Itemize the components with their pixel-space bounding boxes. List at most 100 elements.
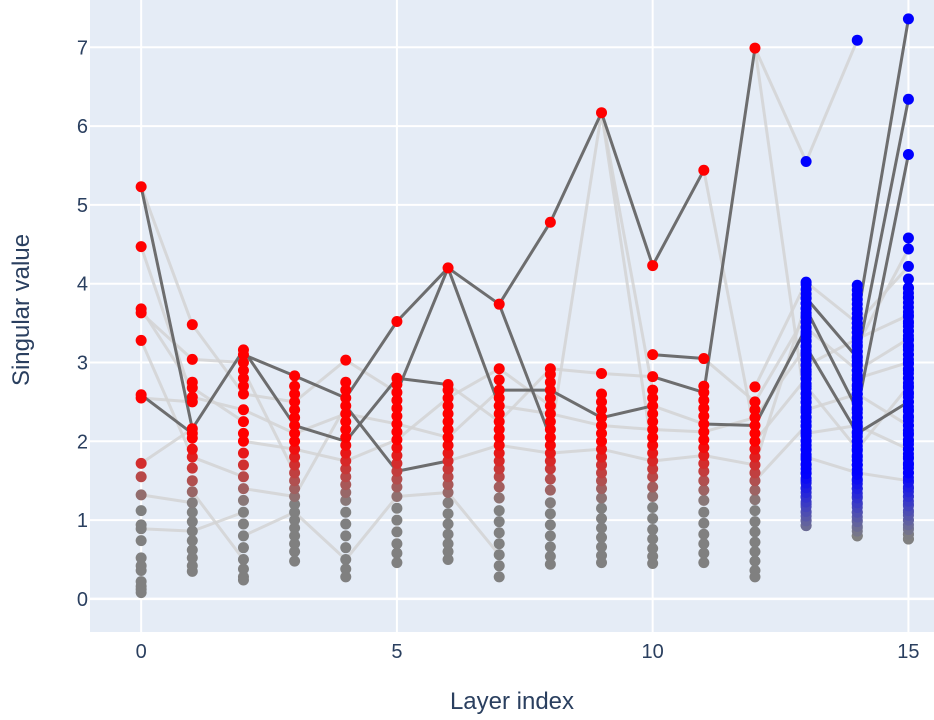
data-point	[647, 384, 659, 396]
data-point	[391, 426, 403, 438]
data-point	[698, 506, 710, 518]
data-point	[289, 404, 301, 416]
data-point	[493, 538, 505, 550]
connection-line	[497, 367, 552, 408]
data-point	[340, 463, 352, 475]
data-point	[749, 404, 761, 416]
data-point	[544, 423, 556, 435]
data-point	[749, 412, 761, 424]
data-point	[391, 538, 403, 550]
data-point	[186, 353, 198, 365]
data-point	[186, 535, 198, 547]
connection-line	[446, 383, 501, 424]
data-point	[851, 34, 863, 46]
data-point	[237, 435, 249, 447]
connection-line	[600, 404, 655, 420]
data-point	[391, 481, 403, 493]
data-point	[596, 396, 608, 408]
data-point	[340, 354, 352, 366]
connection-line	[548, 367, 604, 376]
data-point	[135, 489, 147, 501]
connection-line	[139, 185, 194, 327]
data-point	[596, 443, 608, 455]
data-point	[698, 434, 710, 446]
data-point	[135, 552, 147, 564]
data-point	[237, 416, 249, 428]
connection-line	[241, 392, 297, 404]
data-point	[289, 467, 301, 479]
data-point	[647, 392, 659, 404]
data-point	[391, 514, 403, 526]
data-point	[493, 571, 505, 583]
data-point	[544, 384, 556, 396]
data-point	[135, 560, 147, 572]
data-point	[544, 363, 556, 375]
connection-line	[753, 376, 808, 443]
connection-line	[190, 455, 245, 479]
data-point	[186, 486, 198, 498]
connection-line	[139, 393, 194, 435]
data-point	[749, 420, 761, 432]
data-point	[391, 490, 403, 502]
connection-line	[753, 46, 808, 412]
data-point	[493, 471, 505, 483]
data-point	[237, 563, 249, 575]
data-point	[289, 546, 301, 558]
data-point	[237, 518, 249, 530]
connection-line	[548, 111, 604, 439]
data-point	[186, 506, 198, 518]
connection-line	[651, 353, 706, 361]
data-point	[493, 516, 505, 528]
data-point	[596, 513, 608, 525]
connection-line	[651, 427, 706, 434]
data-point	[749, 555, 761, 567]
data-point	[340, 471, 352, 483]
data-point	[391, 442, 403, 454]
connection-line	[139, 311, 194, 361]
x-tick-label: 15	[897, 641, 919, 663]
data-point	[749, 459, 761, 471]
data-point	[647, 533, 659, 545]
connection-line	[855, 17, 910, 320]
x-axis-title: Layer index	[450, 688, 574, 715]
connection-line	[497, 302, 552, 439]
data-point	[493, 527, 505, 539]
data-point	[237, 483, 249, 495]
data-point	[647, 455, 659, 467]
data-point	[800, 156, 812, 168]
data-points	[135, 13, 914, 599]
data-point	[698, 353, 710, 365]
data-point	[749, 42, 761, 54]
connection-line	[804, 345, 859, 435]
connection-line	[344, 376, 399, 443]
data-point	[749, 396, 761, 408]
data-point	[237, 447, 249, 459]
data-point	[698, 380, 710, 392]
data-point	[391, 557, 403, 569]
data-point	[493, 416, 505, 428]
connection-line	[804, 392, 859, 412]
data-point	[698, 410, 710, 422]
data-point	[596, 427, 608, 439]
connection-line	[344, 320, 399, 400]
data-point	[698, 557, 710, 569]
data-point	[544, 473, 556, 485]
data-point	[186, 391, 198, 403]
connection-line	[190, 510, 245, 533]
connection-line	[855, 360, 910, 380]
data-point	[289, 451, 301, 463]
data-point	[596, 388, 608, 400]
connection-line	[190, 386, 245, 424]
connection-line	[600, 111, 655, 455]
data-point	[237, 542, 249, 554]
data-point	[186, 544, 198, 556]
data-point	[340, 554, 352, 566]
data-point	[749, 381, 761, 393]
data-point	[596, 368, 608, 380]
data-point	[186, 423, 198, 435]
data-point	[391, 434, 403, 446]
data-point	[442, 471, 454, 483]
connection-line	[702, 46, 757, 394]
connection-line	[446, 443, 501, 463]
